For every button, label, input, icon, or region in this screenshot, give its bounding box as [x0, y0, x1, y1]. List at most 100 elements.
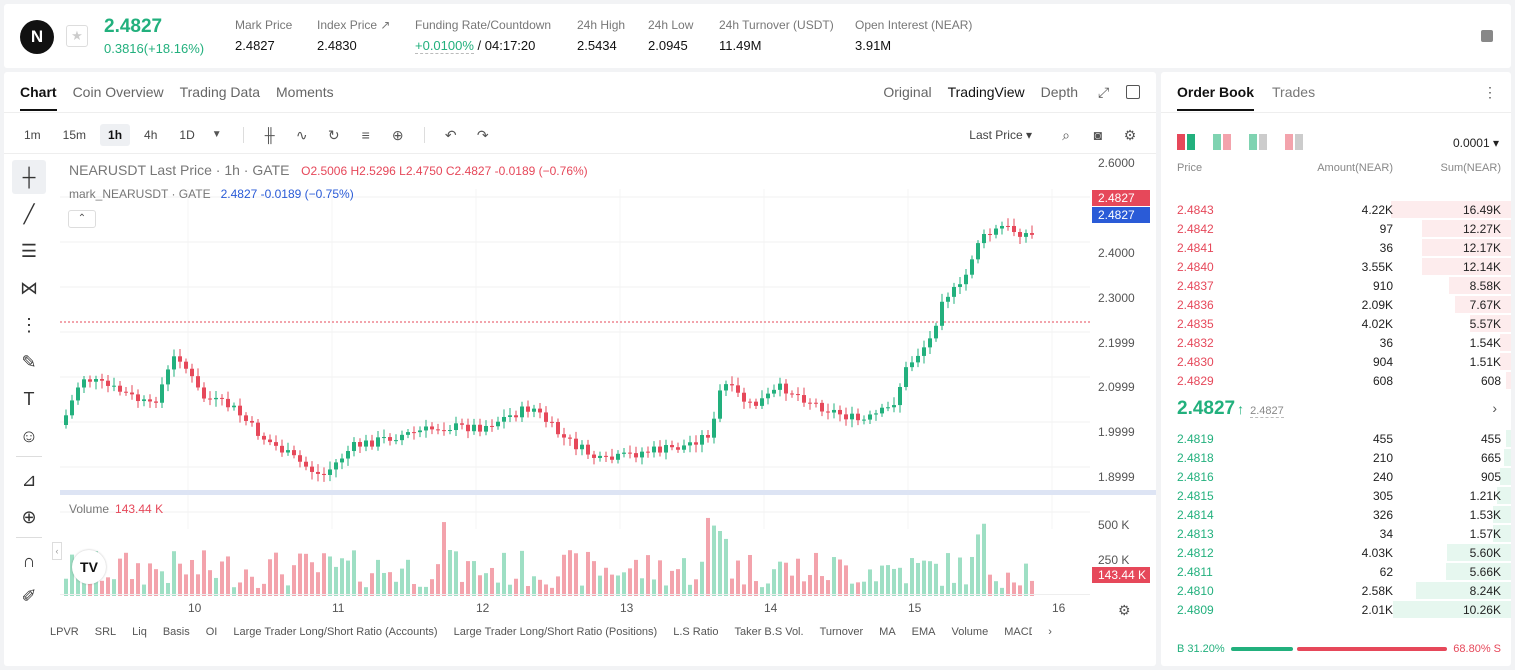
indicator-turnover[interactable]: Turnover: [819, 626, 864, 638]
bid-row[interactable]: 2.4815 305 1.21K: [1177, 486, 1511, 505]
chevron-down-icon[interactable]: ▼: [211, 129, 222, 140]
indicators-icon[interactable]: ∿: [295, 127, 308, 143]
candle-body: [970, 259, 974, 275]
expand-icon[interactable]: ⤢: [1098, 84, 1110, 100]
timeframe-1h[interactable]: 1h: [100, 124, 131, 146]
indicator-ema[interactable]: EMA: [911, 626, 936, 638]
indicator-basis[interactable]: Basis: [162, 626, 190, 638]
camera-icon[interactable]: ◙: [1093, 127, 1103, 143]
ask-row[interactable]: 2.4830 904 1.51K: [1177, 352, 1511, 371]
gear-icon[interactable]: ⚙: [1123, 127, 1137, 143]
mode-asks-bids-icon[interactable]: [1213, 134, 1231, 150]
pencil-lock-icon[interactable]: ✐: [21, 585, 37, 606]
brush-icon[interactable]: ✎: [21, 351, 37, 372]
emoji-icon[interactable]: ☺: [19, 425, 39, 446]
search-icon[interactable]: ⌕: [1062, 127, 1070, 143]
pattern-icon[interactable]: ⋈: [20, 277, 38, 298]
precision-select[interactable]: 0.0001 ▾: [1452, 136, 1499, 150]
pane-separator[interactable]: [60, 490, 1156, 495]
bid-row[interactable]: 2.4814 326 1.53K: [1177, 505, 1511, 524]
bid-row[interactable]: 2.4819 455 455: [1177, 429, 1511, 448]
ask-row[interactable]: 2.4837 910 8.58K: [1177, 276, 1511, 295]
mode-bids-icon[interactable]: [1249, 134, 1267, 150]
bid-row[interactable]: 2.4812 4.03K 5.60K: [1177, 543, 1511, 562]
indicator-ls-ratio[interactable]: L.S Ratio: [673, 626, 719, 638]
alert-icon[interactable]: ⊕: [391, 127, 404, 143]
ask-row[interactable]: 2.4832 36 1.54K: [1177, 333, 1511, 352]
undo-icon[interactable]: ↶: [444, 127, 457, 143]
ask-row[interactable]: 2.4840 3.55K 12.14K: [1177, 257, 1511, 276]
trendline-icon[interactable]: ╱: [23, 203, 35, 224]
bid-row[interactable]: 2.4816 240 905: [1177, 467, 1511, 486]
magnet-icon[interactable]: ∩: [22, 550, 36, 571]
chevron-right-icon[interactable]: ›: [1048, 626, 1052, 638]
text-icon[interactable]: T: [23, 388, 35, 409]
tradingview-logo[interactable]: TV: [72, 550, 106, 584]
horizontal-lines-icon[interactable]: ☰: [20, 240, 38, 261]
redo-icon[interactable]: ↷: [476, 127, 489, 143]
chevron-right-icon[interactable]: ›: [1492, 400, 1497, 416]
tab-tradingview[interactable]: TradingView: [947, 84, 1025, 100]
chevron-left-icon[interactable]: ‹: [52, 542, 62, 560]
volume-bar: [166, 582, 170, 596]
tab-original[interactable]: Original: [883, 84, 932, 100]
divider: [60, 594, 1090, 595]
indicator-srl[interactable]: SRL: [94, 626, 117, 638]
bid-row[interactable]: 2.4813 34 1.57K: [1177, 524, 1511, 543]
volume-bar: [442, 522, 446, 596]
window-icon[interactable]: [1126, 85, 1140, 99]
crosshair-icon[interactable]: ┼: [12, 160, 46, 194]
book-icon[interactable]: [1481, 30, 1493, 42]
indicator-ma[interactable]: MA: [879, 626, 896, 638]
timeframe-15m[interactable]: 15m: [62, 128, 87, 142]
stat-index-price[interactable]: Index Price ↗ 2.4830: [317, 18, 390, 53]
tab-moments[interactable]: Moments: [276, 84, 334, 100]
bid-row[interactable]: 2.4810 2.58K 8.24K: [1177, 581, 1511, 600]
ask-row[interactable]: 2.4843 4.22K 16.49K: [1177, 200, 1511, 219]
tab-depth[interactable]: Depth: [1040, 84, 1078, 100]
timeframe-1d[interactable]: 1D: [179, 128, 195, 142]
candle-body: [904, 367, 908, 387]
indicator-oi[interactable]: OI: [205, 626, 218, 638]
tab-coin-overview[interactable]: Coin Overview: [72, 84, 164, 100]
candle-type-icon[interactable]: ╫: [264, 127, 275, 143]
indicator-lpvr[interactable]: LPVR: [50, 626, 79, 638]
candle-body: [874, 413, 878, 415]
collapse-legend-button[interactable]: ⌃: [68, 210, 96, 228]
bid-row[interactable]: 2.4811 62 5.66K: [1177, 562, 1511, 581]
zoom-in-icon[interactable]: ⊕: [21, 506, 37, 527]
tab-order-book[interactable]: Order Book: [1177, 84, 1255, 111]
chart-settings-icon[interactable]: ⚙: [1118, 602, 1131, 618]
mode-asks-icon[interactable]: [1285, 134, 1303, 150]
tab-chart[interactable]: Chart: [20, 84, 57, 111]
indicator-taker-vol[interactable]: Taker B.S Vol.: [734, 626, 804, 638]
mode-both-icon[interactable]: [1177, 134, 1195, 150]
favorite-star-icon[interactable]: ★: [66, 25, 88, 47]
timeframe-4h[interactable]: 4h: [144, 128, 158, 142]
more-icon[interactable]: ⋮: [1483, 84, 1497, 100]
candlestick-chart[interactable]: [60, 154, 1090, 564]
ask-row[interactable]: 2.4841 36 12.17K: [1177, 238, 1511, 257]
fib-icon[interactable]: ⋮: [20, 314, 38, 335]
ask-row[interactable]: 2.4835 4.02K 5.57K: [1177, 314, 1511, 333]
funding-rate-value[interactable]: +0.0100%: [415, 38, 474, 54]
indicator-ls-accounts[interactable]: Large Trader Long/Short Ratio (Accounts): [233, 626, 438, 638]
templates-icon[interactable]: ≡: [361, 127, 370, 143]
bid-row[interactable]: 2.4809 2.01K 10.26K: [1177, 600, 1511, 619]
bid-row[interactable]: 2.4818 210 665: [1177, 448, 1511, 467]
tab-trades[interactable]: Trades: [1272, 84, 1316, 100]
ruler-icon[interactable]: ⊿: [21, 469, 37, 490]
replay-icon[interactable]: ↻: [327, 127, 340, 143]
timeframe-1m[interactable]: 1m: [24, 128, 41, 142]
ask-row[interactable]: 2.4836 2.09K 7.67K: [1177, 295, 1511, 314]
indicator-macd[interactable]: MACD: [1004, 626, 1032, 638]
indicator-ls-positions[interactable]: Large Trader Long/Short Ratio (Positions…: [453, 626, 658, 638]
indicator-volume[interactable]: Volume: [951, 626, 989, 638]
indicator-liq[interactable]: Liq: [132, 626, 147, 638]
volume-bar: [664, 585, 668, 596]
ask-row[interactable]: 2.4829 608 608: [1177, 371, 1511, 390]
volume-bar: [160, 571, 164, 596]
ask-row[interactable]: 2.4842 97 12.27K: [1177, 219, 1511, 238]
tab-trading-data[interactable]: Trading Data: [179, 84, 261, 100]
last-price-select[interactable]: Last Price ▾: [969, 128, 1032, 142]
